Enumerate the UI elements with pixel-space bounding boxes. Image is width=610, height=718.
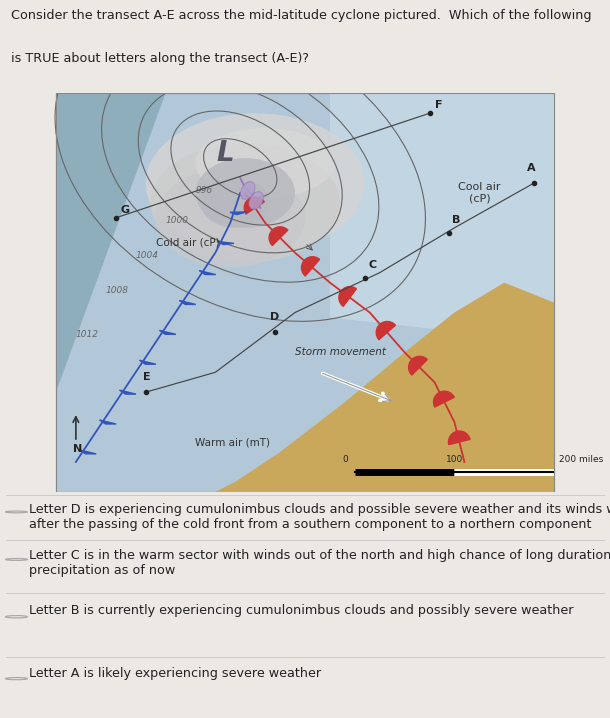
Text: Letter A is likely experiencing severe weather: Letter A is likely experiencing severe w… <box>29 667 321 680</box>
Text: A: A <box>526 162 536 172</box>
Text: 0: 0 <box>342 455 348 464</box>
Text: Cold air (cP): Cold air (cP) <box>156 238 219 248</box>
Text: Storm movement: Storm movement <box>295 348 386 358</box>
Polygon shape <box>215 283 554 492</box>
Text: Letter B is currently experiencing cumulonimbus clouds and possibly severe weath: Letter B is currently experiencing cumul… <box>29 604 574 617</box>
Ellipse shape <box>195 129 335 198</box>
Polygon shape <box>140 360 156 364</box>
Text: E: E <box>143 372 151 382</box>
Text: F: F <box>434 101 442 111</box>
Text: Letter D is experiencing cumulonimbus clouds and possible severe weather and its: Letter D is experiencing cumulonimbus cl… <box>29 503 610 531</box>
Wedge shape <box>301 257 320 276</box>
Wedge shape <box>434 391 454 407</box>
Text: 200 miles: 200 miles <box>559 455 603 464</box>
Text: D: D <box>270 312 279 322</box>
Polygon shape <box>80 450 96 454</box>
Wedge shape <box>409 356 428 375</box>
Ellipse shape <box>146 113 365 253</box>
Polygon shape <box>99 420 116 424</box>
Polygon shape <box>56 93 165 392</box>
Wedge shape <box>269 227 288 246</box>
Text: L: L <box>217 139 234 167</box>
Ellipse shape <box>195 158 295 228</box>
Ellipse shape <box>249 192 264 209</box>
Text: 996: 996 <box>195 186 213 195</box>
Text: 1004: 1004 <box>135 251 159 260</box>
Polygon shape <box>199 271 216 274</box>
Text: B: B <box>452 215 461 225</box>
Text: Letter C is in the warm sector with winds out of the north and high chance of lo: Letter C is in the warm sector with wind… <box>29 549 610 577</box>
Text: C: C <box>369 260 377 270</box>
Ellipse shape <box>151 143 340 263</box>
Polygon shape <box>56 93 554 492</box>
Text: is TRUE about letters along the transect (A-E)?: is TRUE about letters along the transect… <box>11 52 309 65</box>
Polygon shape <box>330 93 554 342</box>
Polygon shape <box>120 390 136 394</box>
Text: 1012: 1012 <box>76 330 99 340</box>
Polygon shape <box>217 241 234 245</box>
Text: Consider the transect A-E across the mid-latitude cyclone pictured.  Which of th: Consider the transect A-E across the mid… <box>11 9 592 22</box>
Wedge shape <box>376 322 395 340</box>
Ellipse shape <box>240 182 255 199</box>
Text: N: N <box>73 444 82 454</box>
Wedge shape <box>339 286 356 307</box>
Wedge shape <box>448 431 470 444</box>
Ellipse shape <box>156 168 305 268</box>
Polygon shape <box>179 300 196 304</box>
Ellipse shape <box>201 178 270 228</box>
Polygon shape <box>230 212 247 215</box>
Text: 100: 100 <box>446 455 463 464</box>
Text: G: G <box>121 205 130 215</box>
Text: 1000: 1000 <box>165 216 188 225</box>
Text: Warm air (mT): Warm air (mT) <box>195 437 270 447</box>
Text: Cool air
(cP): Cool air (cP) <box>458 182 501 204</box>
Wedge shape <box>244 197 264 214</box>
Text: 1008: 1008 <box>106 286 129 294</box>
Polygon shape <box>159 330 176 335</box>
